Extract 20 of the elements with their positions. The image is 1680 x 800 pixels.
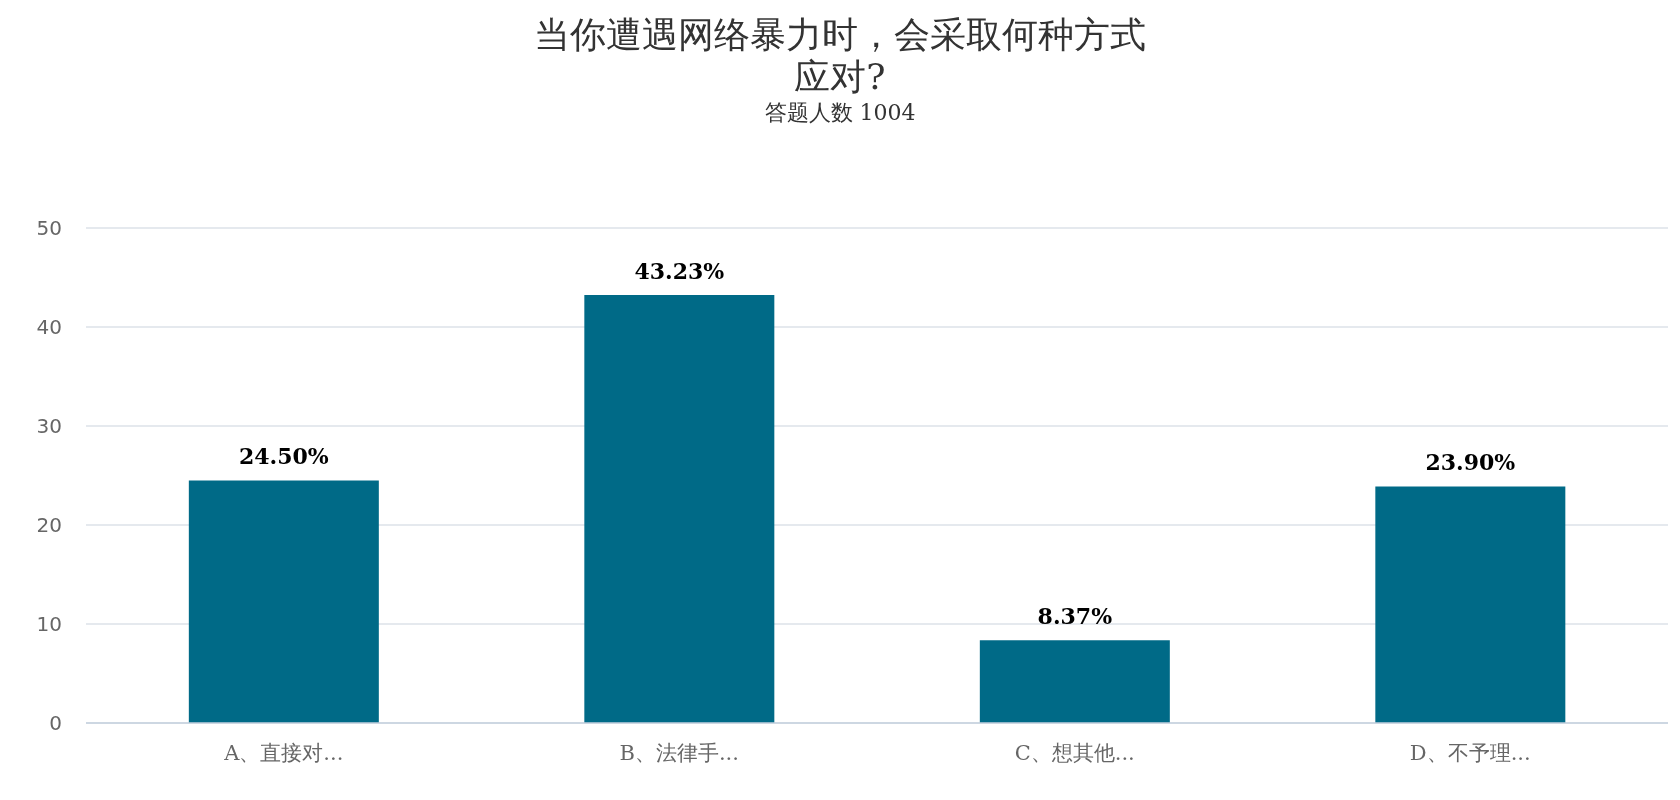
bar	[188, 480, 379, 723]
x-tick-label: B、法律手...	[619, 740, 739, 765]
data-label: 43.23%	[634, 258, 725, 285]
bar	[979, 640, 1170, 723]
bar	[1375, 486, 1566, 723]
x-tick-label: C、想其他...	[1014, 740, 1135, 765]
y-tick-label: 40	[36, 315, 62, 340]
data-label: 8.37%	[1037, 603, 1113, 630]
chart-title: 当你遭遇网络暴力时，会采取何种方式应对?	[533, 14, 1147, 98]
y-tick-label: 30	[36, 414, 62, 439]
bar	[584, 295, 775, 723]
x-tick-label: A、直接对...	[223, 740, 344, 765]
data-label: 24.50%	[238, 443, 329, 470]
y-tick-label: 0	[49, 711, 62, 736]
y-tick-label: 20	[36, 513, 62, 538]
chart-subtitle: 答题人数 1004	[764, 99, 916, 127]
y-tick-label: 10	[36, 612, 62, 637]
y-tick-label: 50	[36, 216, 62, 241]
data-label: 23.90%	[1425, 449, 1516, 476]
x-tick-label: D、不予理...	[1409, 740, 1531, 765]
